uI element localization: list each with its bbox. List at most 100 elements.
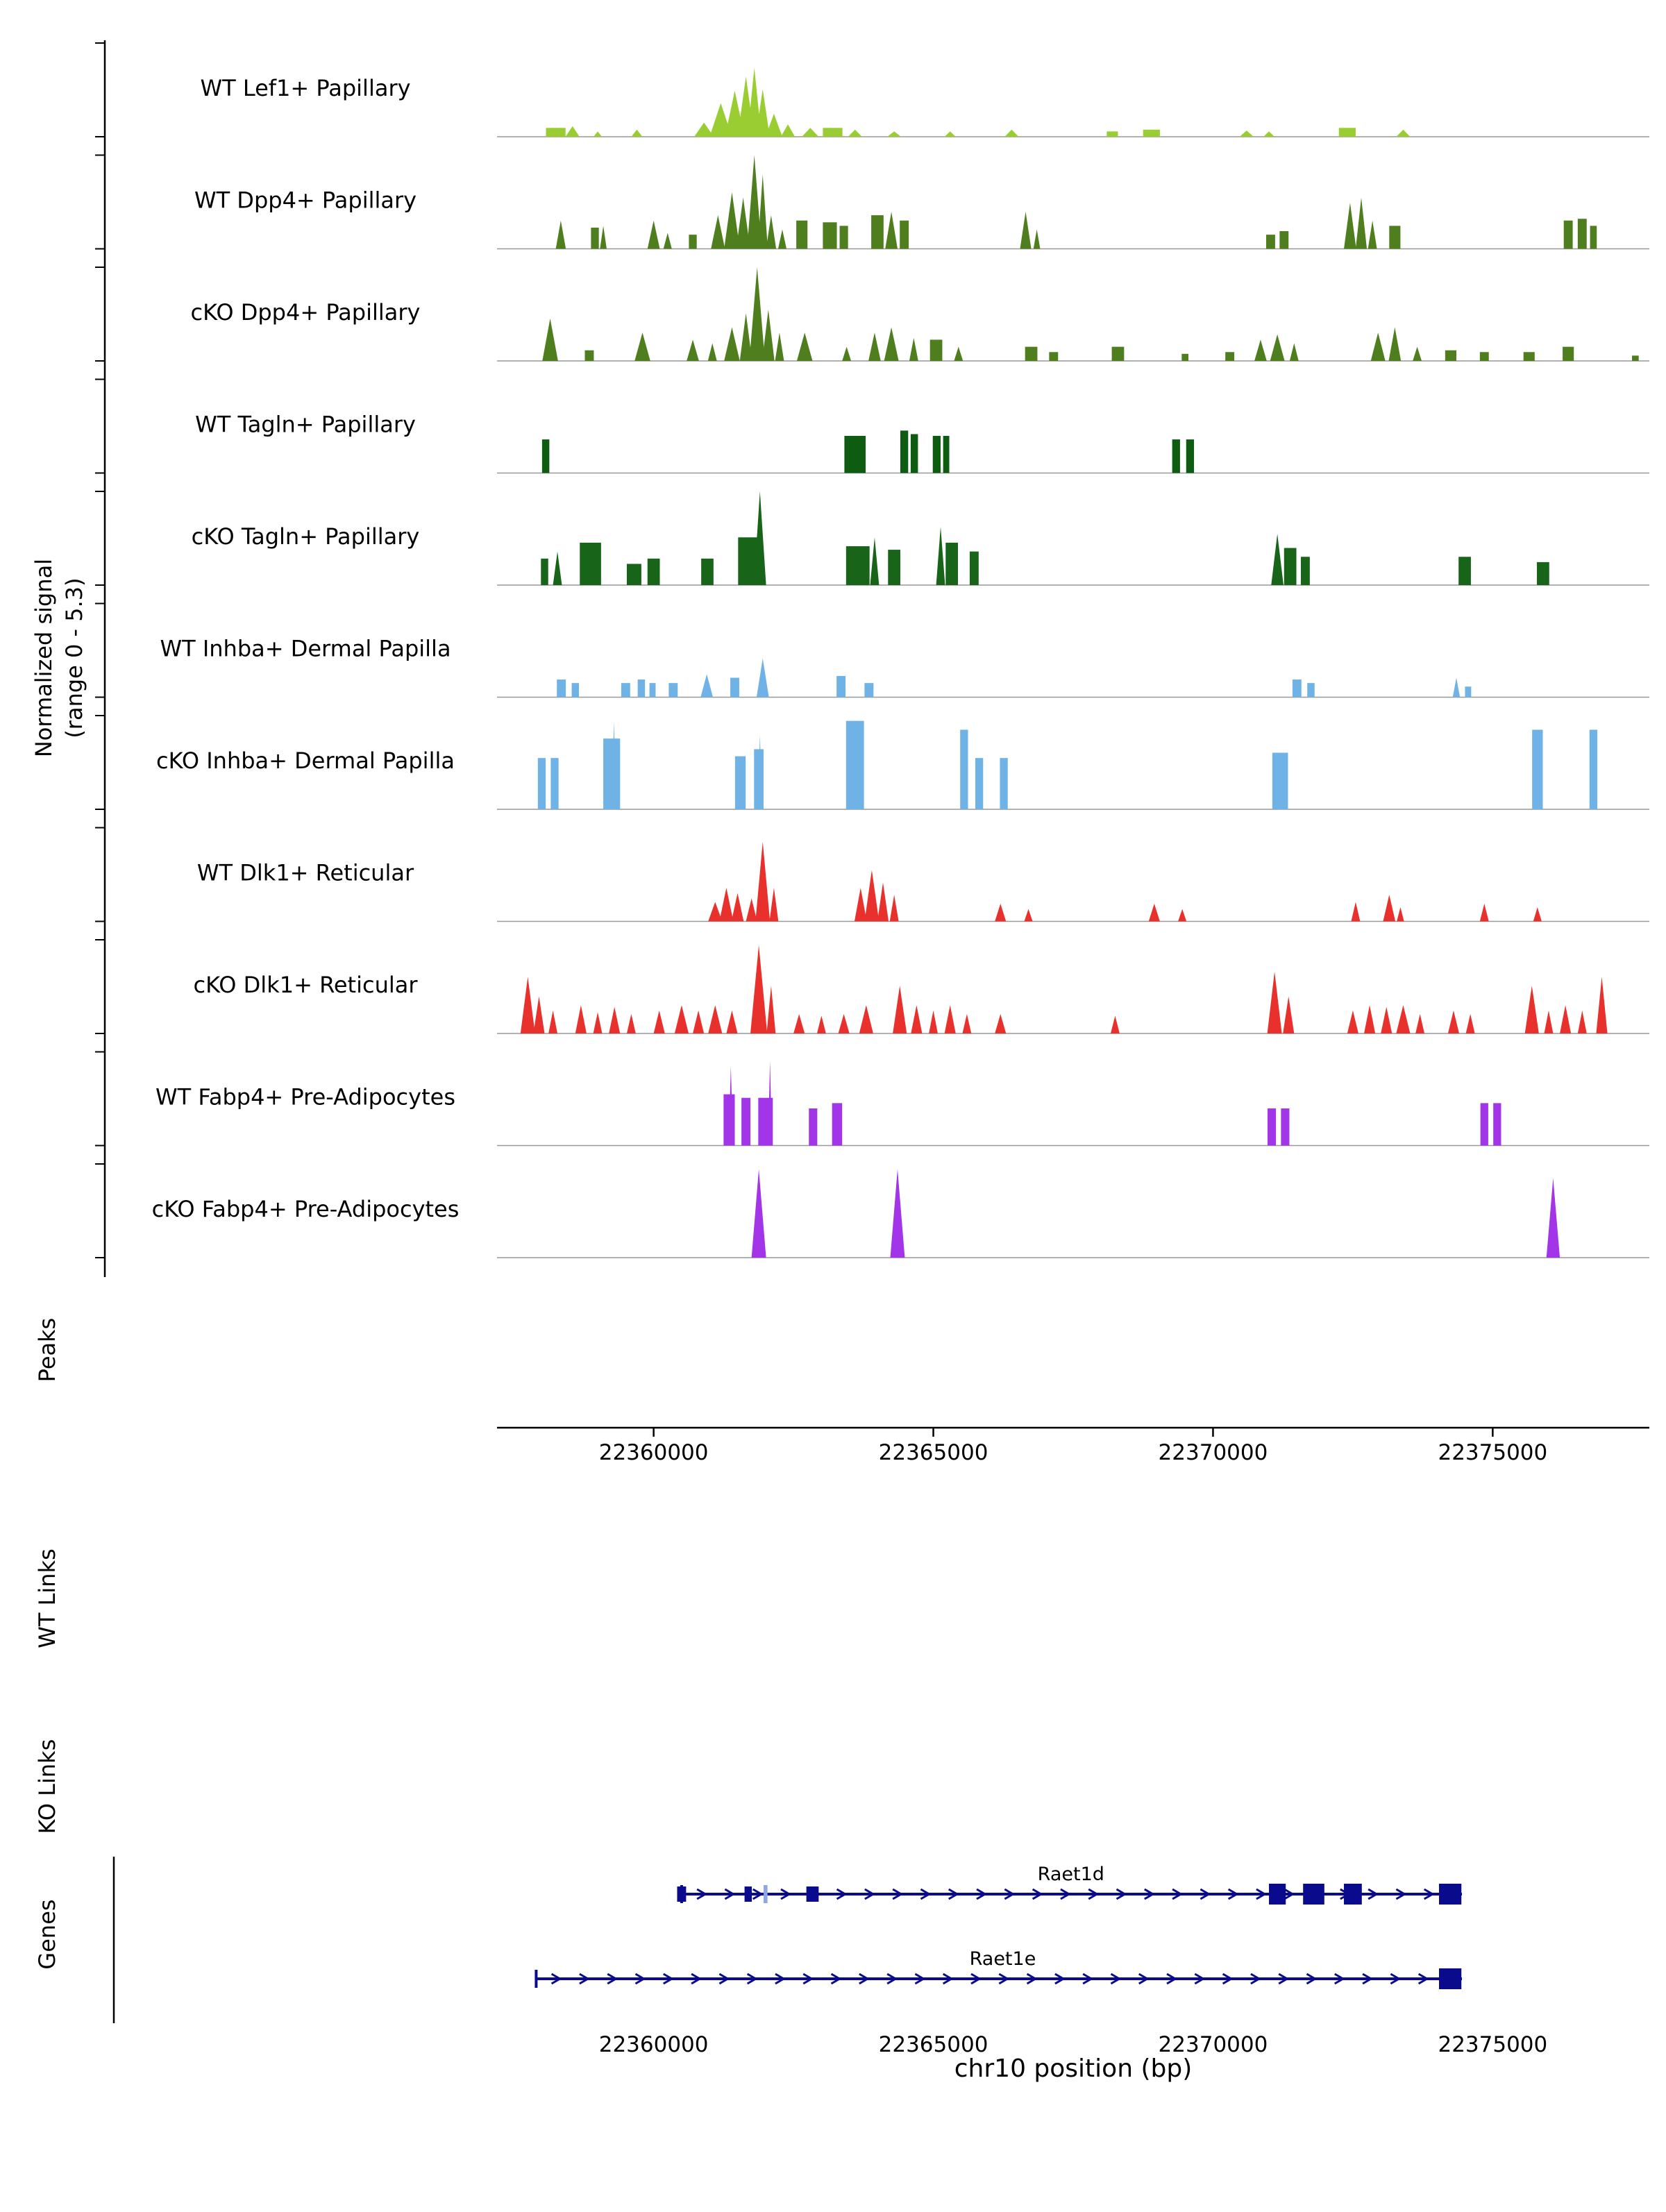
gene-direction-arrow-icon [1222,1973,1234,1985]
signal-peak [575,1005,587,1033]
signal-peak [1186,439,1195,473]
signal-peak [647,558,660,585]
signal-peak [909,337,918,361]
signal-peak [885,212,898,249]
signal-peak [780,124,796,137]
signal-peak [945,542,958,585]
signal-peak [741,1097,751,1146]
signal-peak [653,1010,665,1033]
signal-peak [649,683,656,698]
gene-direction-arrow-icon [1250,1973,1261,1985]
signal-peak [1383,895,1396,922]
signal-peak [755,841,771,922]
signal-peak [707,343,717,361]
gene-direction-arrow-icon [752,1888,764,1900]
signal-peak [1279,231,1289,249]
signal-track-label: cKO Inhba+ Dermal Papilla [156,748,455,774]
signal-peak [845,546,870,585]
signal-peak [1024,909,1033,922]
signal-peak [889,895,899,922]
signal-peak [724,192,740,249]
signal-peak [766,215,777,249]
signal-peak [736,197,750,249]
gene-direction-arrow-icon [1054,1973,1066,1985]
signal-peak [537,758,546,809]
signal-peak [1181,353,1188,361]
gene-direction-arrow-icon [886,1973,898,1985]
signal-peak [751,1169,766,1258]
signal-peak [694,122,714,137]
signal-peak [621,683,630,698]
signal-peak [1465,686,1472,698]
figure-page: WT Lef1+ Papillary WT Dpp4+ Papillary cKO … [31,40,1649,2083]
signal-peak [550,758,559,809]
gene-direction-arrow-icon [696,1888,708,1900]
signal-peak [796,332,813,361]
signal-peak [749,267,765,361]
signal-peak [1560,1005,1572,1033]
gene-direction-arrow-icon [859,1973,870,1985]
signal-peak [1281,1108,1290,1146]
signal-peak [747,67,762,137]
signal-peak [626,564,641,585]
signal-peak [546,128,566,137]
signal-peak [663,233,672,249]
signal-peak [1368,220,1377,249]
signal-peak [802,128,819,137]
signal-peak [557,679,566,698]
signal-peak [1289,343,1299,361]
signal-peak [1381,1006,1392,1033]
signal-track-label: WT Dlk1+ Reticular [197,860,414,886]
gene-direction-arrow-icon [634,1973,646,1985]
gene-direction-arrow-icon [1116,1888,1127,1900]
signal-peak [832,1103,843,1146]
signal-peak [884,327,899,361]
gene-direction-arrow-icon [802,1973,814,1985]
signal-peak [1033,229,1041,249]
signal-peak [1632,355,1639,361]
signal-peak [730,677,739,698]
gene-direction-arrow-icon [914,1973,926,1985]
signal-peak [1546,1178,1560,1258]
signal-peak [809,1108,818,1146]
signal-peak [1563,346,1574,361]
gene-direction-arrow-icon [1306,1973,1318,1985]
gene-direction-arrow-icon [724,1888,736,1900]
gene-direction-arrow-icon [1368,1888,1379,1900]
signal-peak [1537,562,1549,585]
signal-peak [731,893,744,922]
gene-direction-arrow-icon [1194,1973,1206,1985]
signal-peak [603,738,621,809]
gene-exon [1303,1884,1324,1905]
signal-peak [995,1013,1007,1033]
genes-section-label: Genes [34,1899,60,1970]
signal-peak [1524,986,1539,1033]
gene-exon [806,1886,819,1902]
signal-peak [1479,352,1489,361]
signal-peak [753,491,766,585]
signal-peak [719,888,734,922]
signal-peak [911,1005,923,1033]
signal-peak [1284,548,1297,585]
signal-peak [1025,346,1038,361]
signal-peak [859,1005,873,1033]
signal-peak [631,129,643,137]
signal-peak [1049,352,1059,361]
signal-peak [1577,1010,1587,1033]
signal-peak [848,129,862,137]
signal-peak [701,558,714,585]
signal-peak [548,1010,558,1033]
signal-peak [1111,346,1125,361]
peaks-axis-tick-label: 22365000 [879,1440,988,1465]
signal-peak [668,683,678,698]
signal-peak [520,977,535,1033]
signal-peak [877,882,889,922]
gene-direction-arrow-icon [718,1973,730,1985]
signal-peak [1271,534,1284,585]
signal-peak [975,758,984,809]
signal-peak [1447,1010,1460,1033]
gene-direction-arrow-icon [970,1973,982,1985]
signal-peak [728,1065,734,1146]
gene-direction-arrow-icon [1284,1888,1295,1900]
signal-peak [708,902,723,922]
